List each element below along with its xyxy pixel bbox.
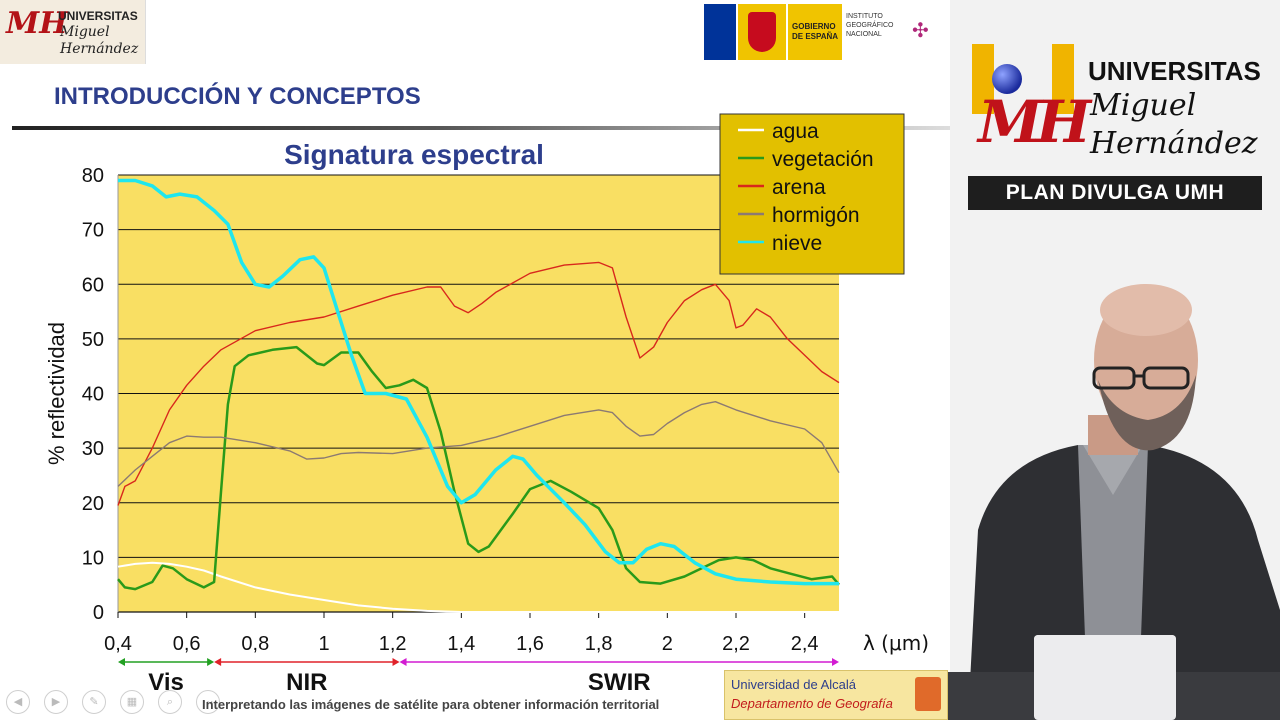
gobierno-logo: GOBIERNO DE ESPAÑA INSTITUTO GEOGRÁFICO … — [704, 4, 948, 60]
region-arrowhead — [118, 658, 125, 666]
gobierno-line2: DE ESPAÑA — [792, 32, 839, 41]
series-line-agua — [117, 561, 839, 613]
title-divider — [12, 126, 950, 130]
x-tick-label: 1,4 — [447, 633, 475, 655]
umh-logo-line3: Hernández — [1090, 126, 1258, 161]
alcala-seal-icon — [915, 677, 941, 711]
x-tick-label: 1,2 — [379, 633, 407, 655]
y-tick-label: 20 — [82, 493, 104, 515]
logo-line2: Miguel — [60, 24, 110, 40]
mh-monogram-icon: MH — [6, 6, 68, 41]
eu-flag-icon — [704, 4, 736, 60]
y-tick-label: 0 — [93, 602, 104, 624]
legend-box — [719, 113, 905, 275]
pen-icon[interactable]: ✎ — [82, 690, 106, 714]
x-axis-label: λ (μm) — [863, 631, 929, 655]
y-tick-label: 60 — [82, 274, 104, 296]
x-tick-label: 2,4 — [791, 633, 819, 655]
slide: MH UNIVERSITAS Miguel Hernández GOBIERNO… — [0, 0, 950, 720]
zoom-icon[interactable]: ⌕ — [158, 690, 182, 714]
x-tick-label: 2 — [662, 633, 673, 655]
ign-label: INSTITUTO GEOGRÁFICO NACIONAL — [846, 13, 894, 38]
logo-line1: UNIVERSITAS — [58, 9, 138, 23]
chart-title: Signatura espectral — [284, 139, 544, 170]
region-arrowhead — [214, 658, 222, 666]
umh-logo-line2: Miguel — [1090, 88, 1197, 123]
logo-line3: Hernández — [60, 41, 139, 57]
alcala-line2: Departamento de Geografía — [731, 696, 893, 711]
x-tick-label: 1 — [318, 633, 329, 655]
x-tick-label: 1,6 — [516, 633, 544, 655]
region-label: NIR — [286, 669, 327, 696]
y-axis-label: % reflectividad — [44, 322, 69, 465]
umh-small-logo: MH UNIVERSITAS Miguel Hernández — [0, 0, 146, 64]
legend-label: nieve — [772, 232, 822, 255]
plan-divulga-banner: PLAN DIVULGA UMH — [968, 176, 1262, 210]
slides-grid-icon[interactable]: ▦ — [120, 690, 144, 714]
region-arrowhead — [207, 658, 215, 666]
prev-slide-icon[interactable]: ◀ — [6, 690, 30, 714]
region-arrowhead — [832, 658, 839, 666]
gobierno-label: GOBIERNO DE ESPAÑA — [788, 4, 842, 60]
region-label: SWIR — [588, 669, 651, 696]
legend-label: agua — [772, 120, 819, 143]
more-icon[interactable]: ⋯ — [196, 690, 220, 714]
section-title: INTRODUCCIÓN Y CONCEPTOS — [54, 83, 421, 110]
slide-subtitle: Interpretando las imágenes de satélite p… — [202, 697, 660, 712]
legend-label: arena — [772, 176, 826, 199]
slide-nav-controls[interactable]: ◀ ▶ ✎ ▦ ⌕ ⋯ — [6, 690, 234, 714]
x-tick-label: 1,8 — [585, 633, 613, 655]
gobierno-line1: GOBIERNO — [792, 22, 836, 31]
region-arrowhead — [399, 658, 407, 666]
next-slide-icon[interactable]: ▶ — [44, 690, 68, 714]
region-arrowhead — [392, 658, 400, 666]
y-tick-label: 50 — [82, 329, 104, 351]
series-line-hormigón — [117, 401, 840, 487]
y-tick-label: 10 — [82, 547, 104, 569]
y-tick-label: 30 — [82, 438, 104, 460]
spectral-signature-chart: 0 10 20 30 40 50 60 70 80 0,4 0,6 0,8 1 1,2 1,4 1,6 1,8 2… — [44, 113, 929, 696]
x-tick-label: 0,8 — [241, 633, 269, 655]
series-line-arena — [117, 261, 840, 506]
umh-logo: MH UNIVERSITAS Miguel Hernández — [968, 44, 1268, 174]
alcala-logo: Universidad de Alcalá Departamento de Ge… — [724, 670, 948, 720]
legend-label: vegetación — [772, 148, 874, 171]
series-line-nieve — [118, 178, 839, 586]
x-tick-label: 2,2 — [722, 633, 750, 655]
ign-mark-icon: ✣ — [912, 20, 929, 42]
x-tick-label: 0,6 — [173, 633, 201, 655]
presenter-figure — [948, 284, 1280, 720]
y-tick-label: 80 — [82, 165, 104, 187]
legend-label: hormigón — [772, 204, 860, 227]
y-tick-label: 40 — [82, 384, 104, 406]
y-tick-label: 70 — [82, 220, 104, 242]
coat-of-arms-icon — [738, 4, 786, 60]
x-tick-label: 0,4 — [104, 633, 132, 655]
umh-emblem-icon: MH — [968, 44, 1091, 164]
umh-logo-line1: UNIVERSITAS — [1088, 56, 1261, 86]
alcala-line1: Universidad de Alcalá — [731, 677, 857, 692]
